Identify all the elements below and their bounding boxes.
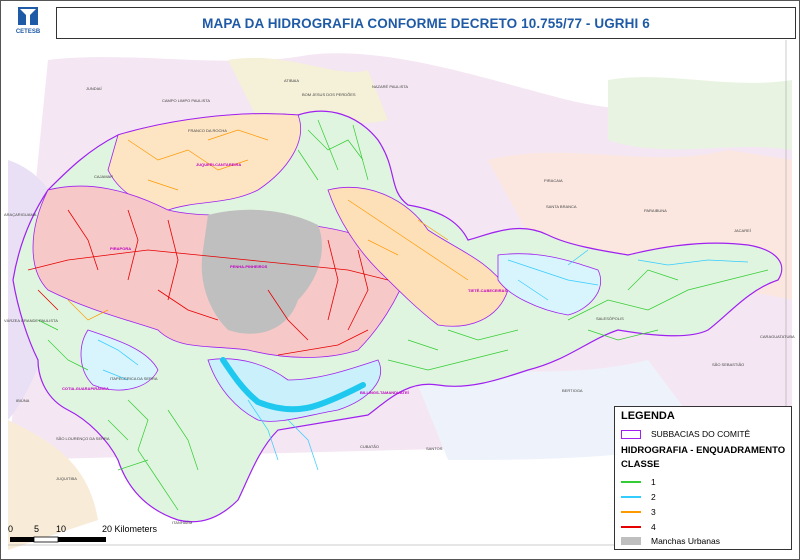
- basin-outline: [12, 110, 783, 523]
- subbasin-cyan-east: [497, 253, 601, 316]
- rivers-class-1: [37, 119, 769, 511]
- place-juqueri: JUQUERI-CANTAREIRA: [196, 162, 242, 167]
- place-nazare: NAZARÉ PAULISTA: [372, 84, 409, 89]
- place-jundiai: JUNDIAÍ: [86, 86, 102, 91]
- cetesb-logo: CETESB: [6, 5, 50, 39]
- place-bertioga: BERTIOGA: [562, 388, 583, 393]
- legend-panel: LEGENDA SUBBACIAS DO COMITÊ HIDROGRAFIA …: [614, 406, 792, 550]
- place-franco: FRANCO DA ROCHA: [188, 128, 227, 133]
- legend-class-1-row: 1: [621, 477, 656, 487]
- logo-text: CETESB: [15, 29, 41, 35]
- rivers-class-3: [67, 129, 469, 321]
- scale-tick-10: 10: [56, 524, 67, 534]
- place-sao-sebastiao: SÃO SEBASTIÃO: [712, 362, 745, 367]
- class-4-swatch: [621, 526, 641, 528]
- hydrography-map: [8, 40, 792, 550]
- class-2-swatch: [621, 496, 641, 498]
- legend-urban-label: Manchas Urbanas: [651, 536, 720, 546]
- scale-tick-5: 5: [34, 524, 40, 534]
- place-varzea: VÁRZEA GRANDE PAULISTA: [4, 318, 58, 323]
- place-cotia: COTIA-GUARAPIRANGA: [62, 386, 109, 391]
- place-piracaia: PIRACAIA: [544, 178, 563, 183]
- class-3-swatch: [621, 511, 641, 513]
- rivers-class-2: [97, 249, 749, 471]
- place-atibaia: ATIBAIA: [284, 78, 300, 83]
- place-santa-branca: SANTA BRANCA: [546, 204, 577, 209]
- place-itapecerica: ITAPECERICA DA SERRA: [110, 376, 158, 381]
- bg-region-4: [608, 77, 792, 150]
- place-caraguatatuba: CARAGUATATUBA: [760, 334, 795, 339]
- subbasin-tiete-cabeceiras: [327, 187, 509, 327]
- legend-subbasin-row: SUBBACIAS DO COMITÊ: [621, 429, 750, 439]
- place-campo-limpo: CAMPO LIMPO PAULISTA: [162, 98, 211, 103]
- place-penha: PENHA-PINHEIROS: [230, 264, 268, 269]
- subbasin-billings: [207, 358, 381, 422]
- bg-region-7: [8, 420, 98, 550]
- place-itanhaem: ITANHAÉM: [172, 520, 193, 525]
- place-ibiuna: IBIÚNA: [16, 398, 30, 403]
- place-billings: BILLINGS-TAMANDUATEÍ: [360, 390, 409, 395]
- subbasin-swatch: [621, 429, 641, 439]
- place-pirapora: PIRAPORA: [110, 246, 132, 251]
- urban-swatch: [621, 537, 641, 545]
- legend-title: LEGENDA: [621, 410, 675, 422]
- legend-class-1-label: 1: [651, 477, 656, 487]
- place-jacarei: JACAREÍ: [734, 228, 751, 233]
- place-cajamar: CAJAMAR: [94, 174, 114, 179]
- title-bar: MAPA DA HIDROGRAFIA CONFORME DECRETO 10.…: [56, 7, 796, 39]
- scale-bar: 0 5 10 20 Kilometers: [8, 524, 208, 554]
- place-paraibuna: PARAIBUNA: [644, 208, 667, 213]
- scale-bar-graphic: [10, 536, 106, 543]
- legend-hydro-heading: HIDROGRAFIA - ENQUADRAMENTO: [621, 445, 786, 456]
- rivers-class-4: [27, 209, 389, 356]
- legend-class-4-row: 4: [621, 522, 656, 532]
- legend-class-3-label: 3: [651, 507, 656, 517]
- legend-class-2-row: 2: [621, 492, 656, 502]
- class-1-swatch: [621, 481, 641, 483]
- legend-class-2-label: 2: [651, 492, 656, 502]
- place-tiete-cabeceiras: TIETÊ-CABECEIRAS: [468, 288, 508, 293]
- legend-class-4-label: 4: [651, 522, 656, 532]
- page-title: MAPA DA HIDROGRAFIA CONFORME DECRETO 10.…: [202, 15, 650, 31]
- subbasin-cotia: [80, 329, 159, 391]
- reservoir-billings: [220, 357, 366, 413]
- legend-class-heading: CLASSE: [621, 459, 660, 470]
- place-sao-lourenco: SÃO LOURENÇO DA SERRA: [56, 436, 110, 441]
- scale-tick-0: 0: [8, 524, 14, 534]
- place-salesopolis: SALESÓPOLIS: [596, 316, 624, 321]
- place-bom-jesus: BOM JESUS DOS PERDÕES: [302, 92, 356, 97]
- bg-region-5: [228, 57, 388, 123]
- place-juquitiba: JUQUITIBA: [56, 476, 77, 481]
- legend-urban-row: Manchas Urbanas: [621, 536, 720, 546]
- map-area[interactable]: [8, 40, 792, 550]
- place-santos: SANTOS: [426, 446, 443, 451]
- legend-subbasin-label: SUBBACIAS DO COMITÊ: [651, 429, 751, 439]
- legend-class-3-row: 3: [621, 507, 656, 517]
- urban-area-sp: [201, 209, 322, 334]
- place-cubatao: CUBATÃO: [360, 444, 380, 449]
- place-aracariguama: ARAÇARIGUAMA: [4, 212, 37, 217]
- scale-tick-20: 20 Kilometers: [102, 524, 158, 534]
